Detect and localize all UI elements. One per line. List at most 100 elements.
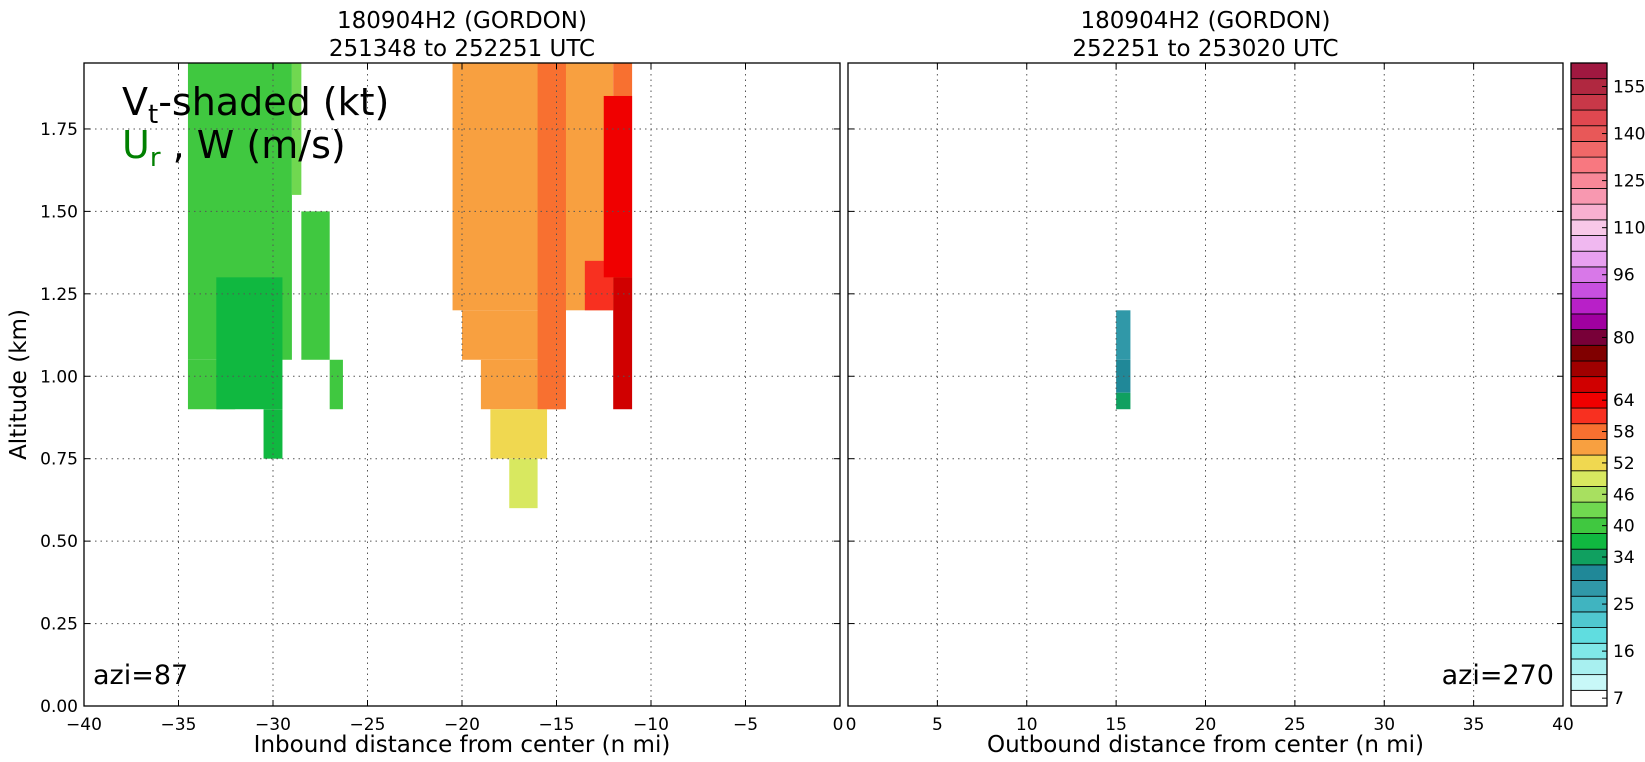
y-tick-label: 1.75 (40, 120, 78, 140)
x-tick-label: 40 (1552, 715, 1574, 735)
colorbar-swatch (1570, 78, 1608, 95)
chart-title-line2: 251348 to 252251 UTC (329, 36, 595, 62)
colorbar-swatch (1570, 470, 1608, 487)
x-tick-label: 30 (1373, 715, 1395, 735)
x-tick-label: 15 (1105, 715, 1127, 735)
colorbar-swatch (1570, 595, 1608, 613)
colorbar-tick-label: 40 (1613, 517, 1635, 537)
azimuth-label: azi=87 (93, 660, 188, 691)
chart-title-line1: 180904H2 (GORDON) (1081, 8, 1331, 34)
colorbar-swatch (1570, 376, 1608, 393)
colorbar-swatch (1570, 674, 1608, 691)
colorbar-swatch (1570, 517, 1608, 534)
colorbar-tick-label: 46 (1613, 485, 1635, 505)
shaded-region (329, 359, 343, 410)
x-tick-label: −30 (255, 715, 291, 735)
y-tick-label: 0.50 (40, 532, 78, 552)
colorbar-swatch (1570, 266, 1608, 283)
shaded-region (1116, 310, 1131, 360)
colorbar-tick-label: 110 (1613, 219, 1645, 239)
y-tick-label: 1.50 (40, 202, 78, 222)
y-tick-label: 1.00 (40, 367, 78, 387)
colorbar-swatch (1570, 235, 1608, 252)
x-tick-label: −5 (733, 715, 758, 735)
colorbar-tick-label: 58 (1613, 423, 1635, 443)
colorbar-tick-label: 80 (1613, 328, 1635, 348)
x-tick-label: −35 (161, 715, 197, 735)
x-tick-label: 25 (1284, 715, 1306, 735)
colorbar-tick-label: 25 (1613, 595, 1635, 615)
colorbar-swatch (1570, 93, 1608, 111)
colorbar-swatch (1570, 141, 1608, 158)
colorbar-tick-label: 140 (1613, 125, 1645, 145)
x-tick-label: 10 (1016, 715, 1038, 735)
colorbar-tick-label: 16 (1613, 642, 1635, 662)
y-axis-label: Altitude (km) (6, 309, 32, 460)
colorbar-swatch (1570, 329, 1608, 346)
colorbar-swatch (1570, 62, 1608, 80)
annotation-vt-shaded: Vt-shaded (kt) (122, 80, 389, 130)
x-tick-label: −20 (444, 715, 480, 735)
colorbar-swatch (1570, 423, 1608, 440)
shaded-region (263, 409, 283, 459)
colorbar-swatch (1570, 313, 1608, 331)
colorbar-swatch (1570, 486, 1608, 503)
colorbar-tick-label: 125 (1613, 172, 1645, 192)
colorbar-swatch (1570, 438, 1608, 456)
x-axis-label: Inbound distance from center (n mi) (254, 732, 671, 758)
chart-title-line1: 180904H2 (GORDON) (337, 8, 587, 34)
colorbar-tick-label: 64 (1613, 391, 1635, 411)
colorbar-swatch (1570, 501, 1608, 519)
colorbar: 7 16 25 34 40 46 52 58 64 80 96 110 125 140 155 (1570, 62, 1645, 709)
x-tick-label: 35 (1463, 715, 1485, 735)
colorbar-swatch (1570, 203, 1608, 221)
shaded-region (291, 63, 302, 195)
x-tick-label: 0 (846, 715, 857, 735)
chart-title-line2: 252251 to 253020 UTC (1072, 36, 1338, 62)
shaded-region (1116, 392, 1131, 410)
colorbar-swatch (1570, 407, 1608, 425)
panel-left: −40 −35 −30 −25 −20 −15 −10 −5 0 0.00 0.25 0.50 0.75… (6, 8, 843, 758)
colorbar-swatch (1570, 219, 1608, 236)
colorbar-swatch (1570, 564, 1608, 581)
y-tick-label: 0.75 (40, 450, 78, 470)
x-axis-label: Outbound distance from center (n mi) (987, 732, 1424, 758)
x-tick-label: −25 (350, 715, 386, 735)
colorbar-swatch (1570, 360, 1608, 378)
colorbar-swatch (1570, 533, 1608, 550)
shaded-region (603, 95, 633, 278)
x-tick-label: 0 (833, 715, 844, 735)
y-tick-label: 0.00 (40, 697, 78, 717)
x-tick-label: −10 (633, 715, 669, 735)
shaded-region (301, 211, 330, 360)
colorbar-swatch (1570, 282, 1608, 299)
colorbar-swatch (1570, 156, 1608, 174)
x-tick-label: 5 (932, 715, 943, 735)
colorbar-swatch (1570, 109, 1608, 127)
colorbar-swatch (1570, 250, 1608, 268)
colorbar-swatch (1570, 658, 1608, 676)
colorbar-swatch (1570, 611, 1608, 628)
colorbar-tick-label: 7 (1613, 689, 1624, 709)
annotation-ur-w: Ur , W (m/s) (122, 123, 346, 173)
colorbar-swatch (1570, 548, 1608, 566)
colorbar-tick-label: 155 (1613, 78, 1645, 98)
y-tick-label: 0.25 (40, 615, 78, 635)
colorbar-swatch (1570, 125, 1608, 142)
colorbar-swatch (1570, 580, 1608, 597)
colorbar-swatch (1570, 454, 1608, 472)
shaded-region (537, 63, 566, 410)
colorbar-swatch (1570, 642, 1608, 660)
azimuth-label: azi=270 (1442, 660, 1554, 691)
x-tick-label: −40 (66, 715, 102, 735)
colorbar-swatch (1570, 344, 1608, 362)
colorbar-tick-label: 96 (1613, 266, 1635, 286)
colorbar-tick-label: 34 (1613, 548, 1635, 568)
panel-right: 0 5 10 15 20 25 30 35 40 180904H2 (GORDON)252251 … (846, 8, 1574, 758)
colorbar-frame (1570, 62, 1608, 707)
colorbar-swatch (1570, 172, 1608, 189)
colorbar-tick-label: 52 (1613, 454, 1635, 474)
colorbar-swatch (1570, 391, 1608, 409)
